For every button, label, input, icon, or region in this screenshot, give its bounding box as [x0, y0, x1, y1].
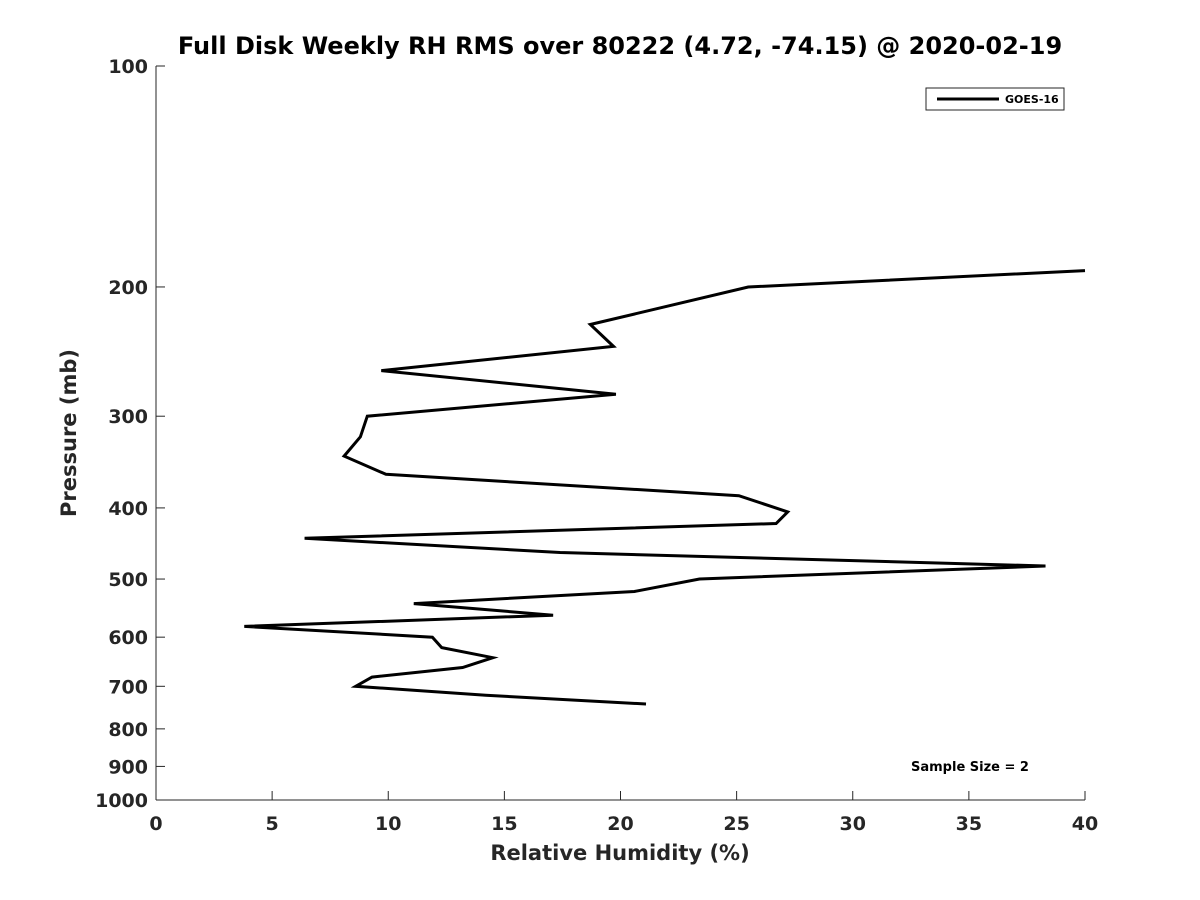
chart-title: Full Disk Weekly RH RMS over 80222 (4.72… [178, 32, 1062, 60]
legend: GOES-16 [925, 87, 1065, 111]
series-layer [244, 269, 1086, 706]
x-axis-label: Relative Humidity (%) [490, 841, 749, 865]
x-ticks: 0 5 10 15 20 25 30 35 40 [149, 791, 1098, 835]
legend-label-goes16: GOES-16 [1005, 93, 1059, 106]
x-tick-label: 10 [375, 813, 401, 835]
y-tick-label: 800 [108, 719, 148, 741]
y-tick-label: 700 [108, 676, 148, 698]
plot-area [156, 66, 1085, 800]
y-tick-label: 200 [108, 277, 148, 299]
y-tick-label: 600 [108, 627, 148, 649]
x-tick-label: 40 [1072, 813, 1098, 835]
x-tick-label: 5 [266, 813, 279, 835]
x-tick-label: 20 [607, 813, 633, 835]
y-tick-label: 300 [108, 406, 148, 428]
x-tick-label: 0 [149, 813, 162, 835]
x-tick-label: 30 [840, 813, 866, 835]
y-tick-label: 500 [108, 569, 148, 591]
y-tick-label: 1000 [95, 790, 148, 812]
x-tick-label: 15 [491, 813, 517, 835]
y-ticks: 100 200 300 400 500 600 700 800 900 1000 [95, 56, 165, 812]
y-tick-label: 400 [108, 498, 148, 520]
series-line-goes16 [244, 269, 1086, 706]
x-tick-label: 35 [956, 813, 982, 835]
y-axis-label: Pressure (mb) [57, 349, 81, 517]
sample-size-annotation: Sample Size = 2 [911, 760, 1029, 775]
y-tick-label: 100 [108, 56, 148, 78]
x-tick-label: 25 [723, 813, 749, 835]
y-tick-label: 900 [108, 756, 148, 778]
